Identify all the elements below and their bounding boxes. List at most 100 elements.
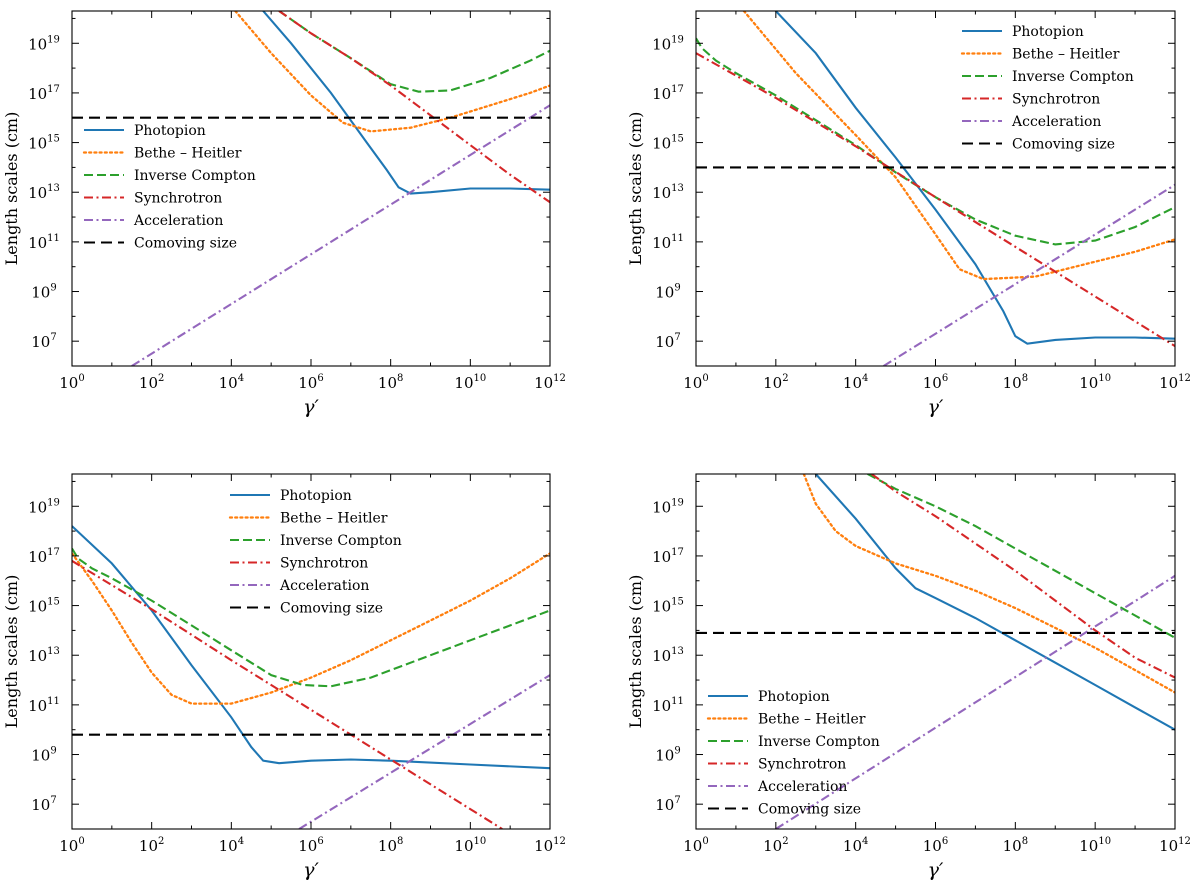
legend-label: Comoving size — [758, 802, 861, 818]
x-axis-label: γ′ — [928, 396, 944, 418]
x-tick-label: 106 — [298, 373, 323, 392]
series-line-bethe-heitler — [742, 11, 1175, 281]
panel-top-right: 100 102 104 106 108 1010 1012 107 109 1011 1013 101… — [626, 10, 1191, 418]
series-line-synchrotron — [72, 560, 503, 829]
x-tick-label: 104 — [219, 373, 244, 392]
y-tick-label: 1013 — [28, 183, 60, 202]
legend-label: Synchrotron — [280, 556, 368, 572]
series-line-synchrotron — [870, 474, 1175, 679]
legend-label: Synchrotron — [134, 191, 222, 207]
legend: Photopion Bethe – Heitler Inverse Compton S… — [228, 488, 402, 617]
series-line-acceleration — [775, 574, 1175, 829]
y-tick-label: 1019 — [652, 34, 684, 53]
y-tick-label: 1019 — [28, 34, 60, 53]
panel-bottom-right: 100 102 104 106 108 1010 1012 107 109 1011 1013 101… — [626, 473, 1191, 881]
legend-label: Acceleration — [1011, 114, 1101, 130]
legend-label: Inverse Compton — [280, 533, 402, 549]
x-tick-label: 1010 — [1079, 373, 1111, 392]
legend-label: Acceleration — [757, 779, 847, 795]
y-axis-label: Length scales (cm) — [626, 575, 645, 729]
legend-label: Comoving size — [280, 601, 383, 617]
x-tick-label: 1010 — [454, 373, 486, 392]
y-tick-label: 1011 — [28, 696, 60, 715]
y-tick-label: 1011 — [28, 233, 60, 252]
plot-area — [696, 11, 1175, 366]
legend-label: Photopion — [134, 123, 206, 139]
y-tick-label: 1011 — [652, 696, 684, 715]
panel-top-left: 100 102 104 106 108 1010 1012 107 109 1011 1013 101… — [2, 10, 566, 418]
y-tick-label: 1015 — [28, 134, 60, 153]
legend-label: Comoving size — [134, 236, 237, 252]
y-tick-label: 1015 — [28, 597, 60, 616]
series-line-photopion — [815, 474, 1175, 731]
legend-label: Photopion — [758, 689, 830, 705]
y-tick-label: 1013 — [28, 646, 60, 665]
series-line-inverse-compton — [696, 37, 1175, 246]
y-tick-label: 109 — [655, 746, 680, 765]
y-tick-label: 1013 — [652, 646, 684, 665]
y-tick-label: 1017 — [652, 547, 684, 566]
panel-bottom-left: 100 102 104 106 108 1010 1012 107 109 1011 1013 101… — [2, 473, 566, 881]
x-axis-label: γ′ — [303, 859, 319, 881]
x-tick-label: 104 — [219, 836, 244, 855]
series-line-bethe-heitler — [234, 11, 550, 133]
x-tick-label: 102 — [139, 373, 164, 392]
y-axis-label: Length scales (cm) — [626, 112, 645, 266]
legend-label: Bethe – Heitler — [280, 511, 388, 527]
x-tick-label: 106 — [923, 373, 948, 392]
series-line-acceleration — [298, 674, 550, 829]
plot-area — [72, 525, 550, 829]
series-line-bethe-heitler — [802, 474, 1175, 694]
x-tick-label: 106 — [298, 836, 323, 855]
legend: Photopion Bethe – Heitler Inverse Compton S… — [82, 123, 256, 252]
plot-frame — [695, 10, 1176, 367]
x-tick-label: 100 — [59, 836, 84, 855]
x-tick-label: 1012 — [534, 373, 566, 392]
y-tick-label: 1019 — [652, 497, 684, 516]
x-tick-label: 102 — [139, 836, 164, 855]
legend-label: Photopion — [280, 488, 352, 504]
legend-label: Inverse Compton — [1012, 69, 1134, 85]
x-tick-label: 108 — [1003, 373, 1028, 392]
series-line-photopion — [775, 11, 1175, 345]
legend-label: Synchrotron — [758, 757, 846, 773]
y-tick-label: 1013 — [652, 183, 684, 202]
series-line-bethe-heitler — [72, 552, 550, 705]
legend-label: Comoving size — [1012, 137, 1115, 153]
x-tick-label: 102 — [763, 836, 788, 855]
y-tick-label: 107 — [655, 332, 680, 351]
x-tick-label: 1010 — [454, 836, 486, 855]
series-line-synchrotron — [696, 52, 1175, 347]
legend: Photopion Bethe – Heitler Inverse Compton S… — [706, 689, 880, 818]
x-tick-label: 1012 — [1159, 373, 1191, 392]
legend-label: Acceleration — [133, 213, 223, 229]
x-tick-label: 108 — [378, 373, 403, 392]
legend-label: Acceleration — [279, 578, 369, 594]
y-tick-label: 107 — [655, 795, 680, 814]
x-tick-label: 1012 — [534, 836, 566, 855]
series-line-acceleration — [883, 183, 1175, 366]
x-tick-label: 108 — [378, 836, 403, 855]
y-axis-label: Length scales (cm) — [2, 575, 21, 729]
x-tick-label: 100 — [683, 836, 708, 855]
y-tick-label: 109 — [31, 746, 56, 765]
x-tick-label: 108 — [1003, 836, 1028, 855]
plot-frame — [71, 473, 551, 830]
legend-label: Bethe – Heitler — [134, 146, 242, 162]
x-tick-label: 106 — [923, 836, 948, 855]
legend: Photopion Bethe – Heitler Inverse Compton S… — [960, 24, 1134, 153]
x-axis-label: γ′ — [928, 859, 944, 881]
y-tick-label: 1015 — [652, 597, 684, 616]
y-tick-label: 1011 — [652, 233, 684, 252]
x-tick-label: 1010 — [1079, 836, 1111, 855]
x-tick-label: 100 — [683, 373, 708, 392]
y-tick-label: 1015 — [652, 134, 684, 153]
y-tick-label: 107 — [31, 332, 56, 351]
y-tick-label: 1017 — [652, 84, 684, 103]
legend-label: Inverse Compton — [758, 734, 880, 750]
legend-label: Bethe – Heitler — [758, 712, 866, 728]
plot-area — [696, 474, 1175, 829]
legend-label: Synchrotron — [1012, 92, 1100, 108]
y-tick-label: 1019 — [28, 497, 60, 516]
